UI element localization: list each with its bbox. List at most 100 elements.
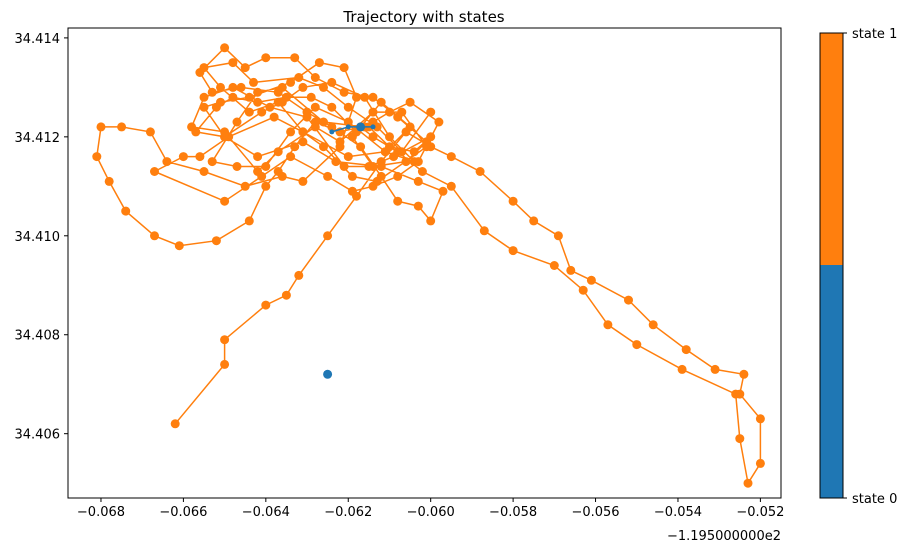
- trajectory-point: [364, 162, 374, 171]
- trajectory-point: [228, 92, 238, 102]
- trajectory-point: [335, 137, 345, 147]
- trajectory-point: [199, 63, 209, 73]
- x-tick-label: −0.052: [736, 505, 784, 520]
- state-0-path: [331, 126, 373, 133]
- trajectory-point: [273, 97, 283, 107]
- trajectory-point: [187, 122, 197, 132]
- trajectory-point: [319, 142, 328, 152]
- trajectory-point: [150, 231, 159, 241]
- y-tick-label: 34.412: [15, 131, 61, 146]
- colorbar: state 1 state 0: [819, 27, 897, 507]
- trajectory-point: [314, 58, 324, 68]
- trajectory-point: [232, 162, 242, 171]
- trajectory-point: [199, 102, 209, 112]
- trajectory-point: [104, 176, 114, 186]
- trajectory-point: [302, 112, 312, 122]
- trajectory-point: [347, 186, 357, 196]
- trajectory-point: [228, 82, 238, 92]
- trajectory-point: [170, 419, 180, 429]
- y-tick-label: 34.408: [15, 329, 61, 344]
- trajectory-point: [290, 142, 300, 152]
- trajectory-point: [298, 127, 308, 137]
- trajectory-point: [356, 142, 366, 152]
- trajectory-point: [150, 167, 159, 176]
- x-tick-label: −0.056: [571, 505, 619, 520]
- trajectory-point: [397, 107, 407, 117]
- x-tick-label: −0.064: [242, 505, 290, 520]
- trajectory-point: [216, 82, 225, 92]
- trajectory-point: [422, 142, 432, 152]
- trajectory-point: [290, 53, 300, 63]
- trajectory-point: [343, 152, 353, 162]
- trajectory-point: [475, 167, 485, 176]
- trajectory-point: [339, 87, 349, 97]
- trajectory-point: [339, 162, 349, 171]
- trajectory-point: [92, 152, 102, 162]
- trajectory-point: [739, 369, 749, 379]
- trajectory-point: [286, 152, 296, 162]
- trajectory-point: [310, 122, 320, 132]
- trajectory-point: [244, 216, 254, 226]
- trajectory-point: [286, 77, 296, 87]
- trajectory-point: [553, 231, 563, 241]
- trajectory-point: [409, 147, 419, 157]
- plot-area: [67, 27, 782, 499]
- trajectory-point: [578, 285, 588, 295]
- trajectory-point: [566, 265, 576, 275]
- trajectory-point: [261, 53, 271, 63]
- state-0-segments: [323, 122, 376, 379]
- trajectory-point: [549, 261, 559, 270]
- trajectory-point: [310, 73, 320, 82]
- trajectory-point: [269, 112, 279, 122]
- trajectory-point: [294, 73, 304, 82]
- trajectory-point: [372, 122, 382, 132]
- trajectory-point: [385, 107, 394, 117]
- trajectory-point: [273, 147, 283, 157]
- trajectory-point: [376, 162, 386, 171]
- trajectory-point: [281, 290, 291, 300]
- trajectory-point: [211, 102, 221, 112]
- trajectory-point: [339, 63, 349, 73]
- x-offset-label: −1.195000000e2: [667, 529, 781, 544]
- state-0-small-point: [345, 124, 351, 130]
- trajectory-point: [409, 157, 419, 167]
- trajectory-point: [220, 359, 230, 369]
- trajectory-point: [261, 162, 271, 171]
- trajectory-point: [632, 340, 642, 350]
- trajectory-point: [731, 389, 741, 399]
- trajectory-point: [401, 157, 411, 167]
- trajectory-point: [121, 206, 131, 216]
- trajectory-point: [405, 97, 415, 107]
- trajectory-point: [755, 458, 765, 468]
- plot-frame: [67, 27, 782, 499]
- trajectory-point: [236, 82, 246, 92]
- trajectory-point: [220, 127, 230, 137]
- trajectory-point: [145, 127, 155, 137]
- trajectory-point: [624, 295, 633, 305]
- trajectory-point: [174, 241, 184, 251]
- trajectory-point: [389, 152, 399, 162]
- trajectory-point: [327, 102, 337, 112]
- x-tick-label: −0.068: [77, 505, 125, 520]
- trajectory-point: [319, 82, 328, 92]
- trajectory-point: [306, 92, 316, 102]
- trajectory-point: [261, 181, 271, 191]
- trajectory-point: [343, 102, 353, 112]
- trajectory-point: [405, 122, 415, 132]
- trajectory-point: [479, 226, 489, 236]
- trajectory-point: [446, 152, 456, 162]
- trajectory-point: [331, 157, 341, 167]
- trajectory-point: [207, 157, 217, 167]
- trajectory-point: [508, 246, 518, 256]
- trajectory-point: [323, 231, 333, 241]
- trajectory-point: [368, 107, 378, 117]
- trajectory-point: [438, 186, 448, 196]
- colorbar-label-state-1: state 1: [852, 27, 897, 42]
- trajectory-point: [261, 300, 271, 310]
- trajectory-point: [249, 77, 258, 87]
- colorbar-frame: [819, 32, 844, 499]
- trajectory-point: [677, 364, 687, 374]
- x-tick-label: −0.062: [324, 505, 372, 520]
- y-tick-label: 34.406: [15, 428, 61, 443]
- colorbar-state-1-segment: [820, 33, 843, 265]
